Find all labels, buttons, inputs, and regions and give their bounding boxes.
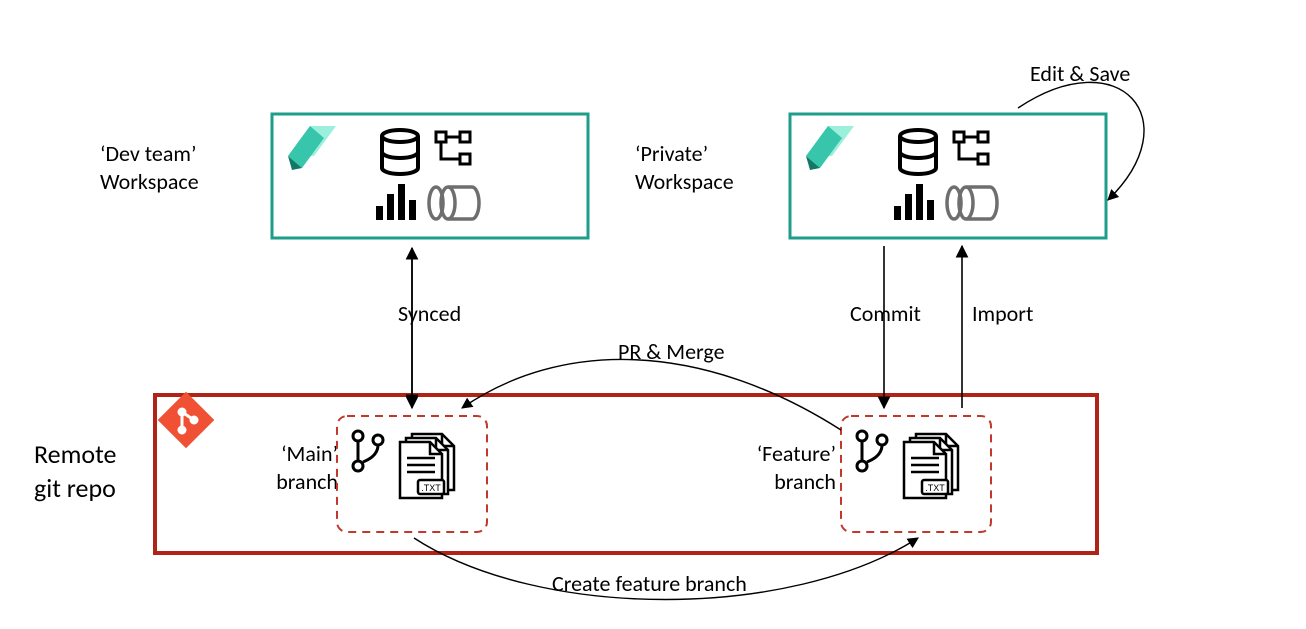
dev-workspace-label-line1: ‘Dev team’ — [100, 140, 196, 167]
private-workspace-label-line1: ‘Private’ — [635, 140, 708, 167]
files-icon — [400, 434, 454, 498]
feature-branch-box — [841, 416, 991, 532]
feature-branch-label-line2: branch — [774, 468, 836, 495]
workspace-items-icon — [894, 130, 997, 220]
private-workspace-label: ‘Private’ Workspace — [635, 140, 785, 195]
svg-layer: .TXT — [0, 0, 1306, 629]
fabric-logo-icon — [806, 126, 854, 170]
edit-save-label: Edit & Save — [1030, 60, 1130, 88]
feature-branch-label-line1: ‘Feature’ — [757, 440, 836, 467]
main-branch-box — [337, 416, 487, 532]
workspace-items-icon — [376, 130, 479, 220]
diagram-canvas: ‘Dev team’ Workspace ‘Private’ Workspace… — [0, 0, 1306, 629]
repo-label-line2: git repo — [34, 472, 116, 504]
repo-label: Remote git repo — [34, 438, 164, 506]
main-branch-label-line1: ‘Main’ — [281, 440, 338, 467]
branch-icon — [353, 431, 383, 471]
pr-merge-label: PR & Merge — [618, 338, 725, 366]
git-logo-icon — [158, 392, 215, 449]
feature-branch-label: ‘Feature’ branch — [736, 440, 836, 495]
import-label: Import — [972, 300, 1033, 328]
synced-label: Synced — [398, 300, 461, 328]
dev-workspace-label-line2: Workspace — [100, 168, 199, 195]
dev-workspace-label: ‘Dev team’ Workspace — [100, 140, 270, 195]
create-branch-label: Create feature branch — [552, 570, 747, 598]
branch-icon — [857, 431, 887, 471]
dev-workspace-box — [272, 114, 588, 238]
fabric-logo-icon — [288, 126, 336, 170]
private-workspace-label-line2: Workspace — [635, 168, 734, 195]
repo-label-line1: Remote — [34, 438, 116, 470]
files-icon — [904, 434, 958, 498]
pr-merge-arrow — [462, 359, 841, 430]
main-branch-label: ‘Main’ branch — [248, 440, 338, 495]
main-branch-label-line2: branch — [276, 468, 338, 495]
commit-label: Commit — [850, 300, 921, 328]
edit-save-arrow — [1018, 82, 1144, 200]
private-workspace-box — [790, 114, 1106, 238]
